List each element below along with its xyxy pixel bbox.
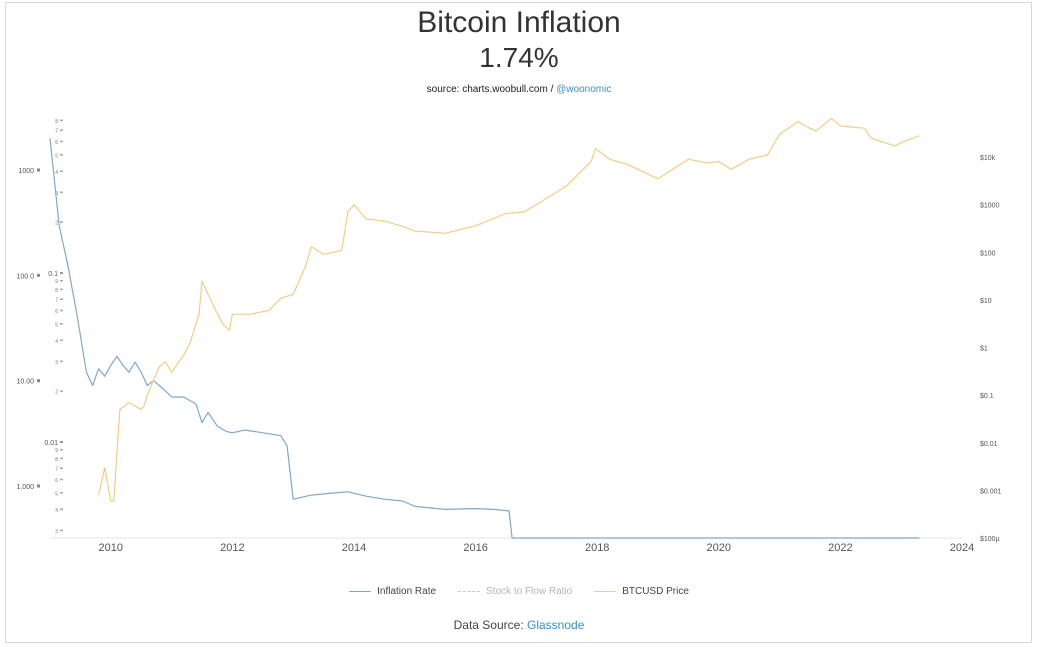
y-stock-minor-label: 3 <box>55 360 58 366</box>
y-stock-minor-mark <box>60 508 63 511</box>
y-stock-minor-mark <box>60 140 63 143</box>
y-stock-minor-label: 2 <box>55 390 58 396</box>
y-stock-minor-label: 6 <box>55 309 58 315</box>
y-left-tick-mark <box>37 273 40 277</box>
y-stock-minor-label: 8 <box>55 119 58 125</box>
legend-label-stock-to-flow-ratio: Stock to Flow Ratio <box>486 586 573 597</box>
y-stock-minor-mark <box>60 221 63 223</box>
chart-title: Bitcoin Inflation <box>417 6 621 39</box>
y-right-tick-label: $1 <box>980 346 988 353</box>
series-line-inflation-rate <box>49 138 920 539</box>
x-tick-label: 2022 <box>828 542 852 554</box>
y-stock-minor-label: 5 <box>55 322 58 328</box>
y-stock-minor-mark <box>60 339 63 342</box>
y-right-tick-label: $10 <box>980 298 992 305</box>
y-stock-minor-label: 6 <box>55 478 58 484</box>
legend-swatch-stock-to-flow-ratio <box>458 591 481 592</box>
y-stock-tick-mark <box>60 272 63 274</box>
glassnode-link[interactable]: Glassnode <box>527 618 585 632</box>
y-stock-minor-mark <box>60 279 63 282</box>
y-right-tick-label: $0.01 <box>980 441 998 448</box>
chart-card <box>5 2 1032 643</box>
data-source-footer: Data Source: Glassnode <box>0 618 1038 632</box>
y-stock-minor-mark <box>60 492 63 494</box>
y-stock-minor-mark <box>60 478 63 481</box>
chart-subtitle: 1.74% <box>479 42 559 73</box>
y-stock-minor-label: 5 <box>55 491 58 497</box>
y-stock-tick-label: 0.01 <box>44 440 58 447</box>
y-right-tick-label: $1000 <box>980 203 1000 210</box>
x-tick-label: 2014 <box>342 542 366 554</box>
y-right-tick-label: $100µ <box>980 536 1000 543</box>
y-stock-minor-mark <box>60 154 63 156</box>
y-stock-minor-label: 8 <box>55 457 58 463</box>
source-handle-link[interactable]: @woonomic <box>556 84 612 95</box>
legend-swatch-inflation-rate <box>349 591 372 592</box>
y-stock-minor-mark <box>60 129 63 131</box>
y-right-tick-label: $0.1 <box>980 393 994 400</box>
y-stock-minor-mark <box>60 298 63 300</box>
source-prefix: source: charts.woobull.com / <box>426 84 554 95</box>
y-right-tick-label: $10k <box>980 155 996 162</box>
y-left-tick-mark <box>37 484 40 488</box>
y-stock-minor-mark <box>60 457 63 460</box>
legend-item-btcusd-price[interactable]: BTCUSD Price <box>594 586 689 597</box>
source-line: source: charts.woobull.com / @woonomic <box>0 84 1038 95</box>
y-stock-tick-label: 0.1 <box>48 271 58 278</box>
y-left-tick-label: 100.0 <box>16 273 34 280</box>
y-stock-minor-label: 7 <box>55 467 58 473</box>
y-stock-minor-mark <box>60 467 63 469</box>
y-stock-minor-label: 6 <box>55 140 58 146</box>
chart-legend: Inflation Rate Stock to Flow Ratio BTCUS… <box>0 586 1038 597</box>
y-stock-tick-mark <box>60 441 63 443</box>
y-stock-minor-mark <box>60 360 63 363</box>
y-stock-minor-label: 4 <box>55 339 58 345</box>
x-tick-label: 2012 <box>220 542 244 554</box>
y-stock-minor-label: 9 <box>55 448 58 454</box>
legend-item-inflation-rate[interactable]: Inflation Rate <box>349 586 436 597</box>
y-stock-minor-label: 2 <box>55 221 58 227</box>
x-tick-label: 2018 <box>585 542 609 554</box>
y-stock-minor-mark <box>60 170 63 173</box>
y-left-tick-label: 10.00 <box>16 379 34 386</box>
y-stock-minor-label: 4 <box>55 508 58 514</box>
data-source-prefix: Data Source: <box>453 618 524 632</box>
y-right-tick-label: $100 <box>980 250 996 257</box>
y-stock-minor-label: 8 <box>55 288 58 294</box>
y-stock-minor-mark <box>60 191 63 194</box>
y-stock-minor-label: 9 <box>55 279 58 285</box>
y-stock-minor-mark <box>60 288 63 291</box>
x-tick-label: 2020 <box>707 542 731 554</box>
y-stock-minor-mark <box>60 529 63 532</box>
y-stock-minor-label: 3 <box>55 191 58 197</box>
legend-label-btcusd-price: BTCUSD Price <box>622 586 689 597</box>
series-line-btcusd-price <box>98 117 920 502</box>
y-stock-minor-label: 3 <box>55 529 58 535</box>
y-stock-minor-label: 4 <box>55 170 58 176</box>
y-stock-minor-mark <box>60 448 63 451</box>
y-left-tick-label: 1000 <box>18 168 34 175</box>
y-stock-minor-mark <box>60 390 63 392</box>
y-stock-minor-mark <box>60 309 63 312</box>
y-stock-minor-label: 5 <box>55 153 58 159</box>
x-tick-label: 2016 <box>463 542 487 554</box>
y-stock-minor-mark <box>60 323 63 325</box>
y-stock-minor-mark <box>60 119 63 122</box>
legend-label-inflation-rate: Inflation Rate <box>377 586 437 597</box>
x-tick-label: 2010 <box>99 542 123 554</box>
y-right-tick-label: $0.001 <box>980 488 1002 495</box>
legend-item-stock-to-flow-ratio[interactable]: Stock to Flow Ratio <box>458 586 572 597</box>
y-left-tick-label: 1.000 <box>16 484 34 491</box>
legend-swatch-btcusd-price <box>594 591 617 592</box>
y-left-tick-mark <box>37 168 40 172</box>
y-stock-minor-label: 7 <box>55 298 58 304</box>
y-left-tick-mark <box>37 379 40 383</box>
x-tick-label: 2024 <box>950 542 974 554</box>
y-stock-minor-label: 7 <box>55 129 58 135</box>
